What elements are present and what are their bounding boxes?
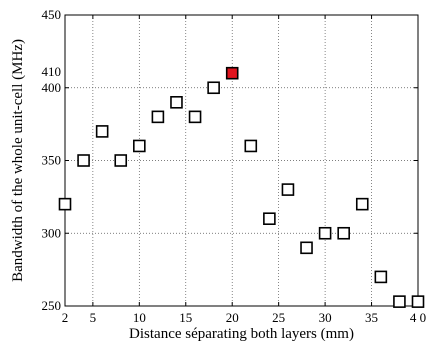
- data-point: [393, 295, 406, 308]
- data-points: [58, 66, 425, 308]
- y-tick-label: 250: [42, 298, 62, 313]
- x-tick-label: 5: [90, 310, 97, 325]
- grid-lines: [65, 15, 418, 306]
- data-point: [337, 226, 350, 240]
- x-tick-label: 35: [365, 310, 378, 325]
- data-point: [355, 197, 369, 211]
- data-point: [95, 125, 109, 138]
- data-point: [188, 110, 202, 124]
- data-point: [170, 96, 183, 109]
- x-tick-label: 2: [62, 310, 69, 325]
- data-point: [411, 295, 425, 308]
- highlighted-data-point: [225, 66, 239, 80]
- data-point: [58, 197, 72, 211]
- data-point: [244, 139, 258, 153]
- y-tick-labels: 250 300 350 400 450 410: [42, 7, 62, 313]
- data-point: [300, 241, 313, 255]
- data-point: [281, 183, 295, 196]
- x-axis-label: Distance séparating both layers (mm): [129, 326, 354, 342]
- y-tick-label: 400: [42, 80, 62, 95]
- y-extra-label: 410: [42, 64, 62, 79]
- y-tick-label: 450: [42, 7, 62, 22]
- data-point: [374, 270, 388, 284]
- data-point: [151, 110, 165, 124]
- data-point: [114, 154, 128, 167]
- data-point: [77, 154, 90, 167]
- x-tick-label: 4 0: [410, 310, 426, 325]
- x-tick-label: 10: [133, 310, 146, 325]
- x-tick-label: 30: [319, 310, 332, 325]
- x-tick-label: 25: [272, 310, 285, 325]
- data-point: [263, 212, 276, 225]
- data-point: [207, 81, 220, 95]
- data-point: [318, 226, 332, 240]
- data-point: [133, 139, 146, 153]
- y-axis-label: Bandwidth of the whole unit-cell (MHz): [10, 39, 26, 282]
- y-tick-label: 300: [42, 225, 62, 240]
- x-tick-label: 15: [179, 310, 192, 325]
- x-tick-labels: 2 5 10 15 20 25 30 35 4 0: [62, 310, 426, 325]
- y-tick-label: 350: [42, 153, 62, 168]
- x-tick-label: 20: [226, 310, 239, 325]
